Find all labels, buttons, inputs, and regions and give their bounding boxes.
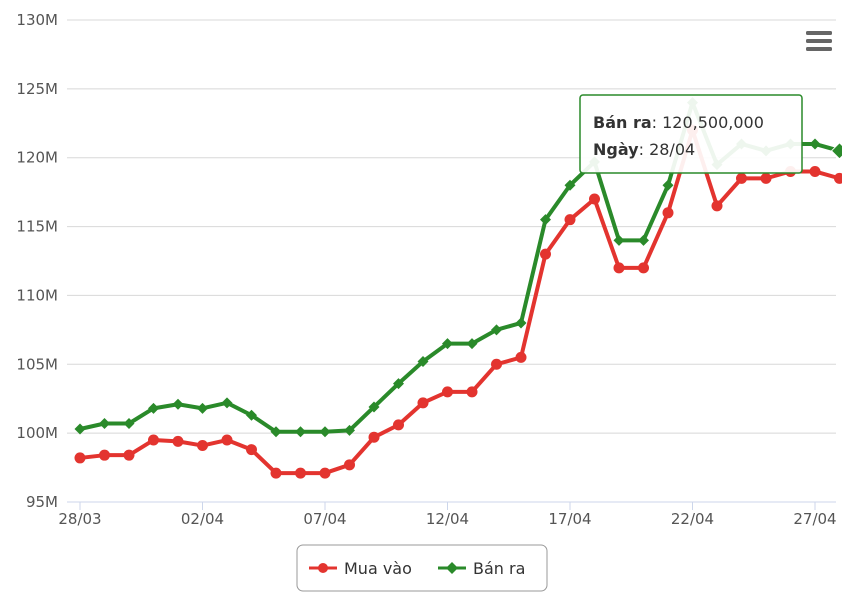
data-point-mua-vao (344, 459, 355, 471)
data-point-mua-vao (466, 386, 478, 398)
data-point-ban-ra (417, 356, 429, 368)
data-point-mua-vao (491, 358, 502, 370)
tooltip-colon: : (639, 140, 649, 159)
tooltip-date-label: Ngày (593, 140, 639, 159)
tooltip-date-value: 28/04 (649, 140, 695, 159)
data-point-ban-ra (270, 426, 282, 438)
y-tick-label: 105M (16, 355, 58, 373)
series-line-mua-vao (78, 128, 842, 476)
data-point-ban-ra (123, 418, 135, 430)
data-point-mua-vao (589, 193, 600, 205)
data-point-mua-vao (319, 467, 331, 479)
data-point-ban-ra (515, 317, 527, 329)
y-gridlines (67, 19, 836, 434)
data-point-mua-vao (736, 172, 747, 184)
data-point-ban-ra (442, 338, 453, 350)
legend-item-ban-ra[interactable]: Bán ra (438, 559, 525, 578)
data-point-mua-vao (172, 435, 184, 447)
data-point-mua-vao (368, 431, 380, 443)
data-point-ban-ra (246, 409, 257, 421)
legend: Mua vào Bán ra (296, 544, 548, 592)
data-point-ban-ra (99, 418, 110, 430)
tooltip-value: 120,500,000 (662, 113, 764, 132)
legend-box (296, 544, 548, 592)
data-point-mua-vao (540, 248, 551, 260)
tooltip-line-value: Bán ra: 120,500,000 (593, 113, 764, 132)
tooltip-colon: : (652, 113, 662, 132)
x-tick-label: 02/04 (181, 510, 224, 528)
y-tick-label: 115M (16, 218, 58, 236)
tooltip: Bán ra: 120,500,000 Ngày: 28/04 (579, 94, 803, 174)
data-point-ban-ra (148, 402, 159, 414)
data-point-mua-vao (662, 207, 674, 219)
tooltip-series-label: Bán ra (593, 113, 652, 132)
data-point-mua-vao (760, 172, 772, 184)
x-tick-label: 22/04 (671, 510, 714, 528)
y-tick-label: 130M (16, 11, 58, 29)
data-point-mua-vao (393, 419, 404, 431)
data-point-ban-ra (221, 397, 233, 409)
data-point-ban-ra (540, 214, 551, 226)
x-tick-label: 07/04 (303, 510, 346, 528)
data-point-ban-ra (491, 324, 502, 336)
data-point-mua-vao (417, 397, 429, 409)
data-point-mua-vao (442, 386, 453, 398)
data-point-ban-ra (368, 401, 380, 413)
series-mua-vao (74, 124, 842, 479)
tooltip-line-date: Ngày: 28/04 (593, 140, 695, 159)
data-point-ban-ra (393, 378, 404, 390)
data-point-mua-vao (123, 449, 135, 461)
data-point-ban-ra (830, 142, 842, 160)
data-point-mua-vao (638, 262, 649, 274)
x-tick-label: 27/04 (793, 510, 836, 528)
x-tick-label: 17/04 (548, 510, 591, 528)
y-tick-label: 125M (16, 80, 58, 98)
data-point-mua-vao (711, 200, 723, 212)
data-point-ban-ra (466, 338, 478, 350)
data-point-ban-ra (809, 138, 821, 150)
legend-marker-ban-ra (446, 562, 458, 574)
data-point-ban-ra (613, 234, 625, 246)
legend-label-mua-vao: Mua vào (344, 559, 412, 578)
legend-marker-mua-vao (318, 563, 328, 573)
data-point-mua-vao (809, 165, 821, 177)
data-point-mua-vao (564, 214, 576, 226)
data-point-mua-vao (515, 351, 527, 363)
data-point-mua-vao (834, 172, 842, 184)
x-tick-label: 28/03 (58, 510, 101, 528)
data-point-ban-ra (197, 402, 208, 414)
menu-bar (806, 31, 832, 35)
y-tick-label: 100M (16, 424, 58, 442)
data-point-ban-ra (662, 179, 674, 191)
data-point-mua-vao (197, 440, 208, 452)
data-point-mua-vao (99, 449, 110, 461)
data-point-ban-ra (295, 426, 306, 438)
data-point-ban-ra (344, 424, 355, 436)
tooltip-box (579, 94, 803, 174)
y-axis-tick-labels: 95M 100M 105M 110M 115M 120M 125M 130M (16, 11, 58, 511)
legend-label-ban-ra: Bán ra (473, 559, 525, 578)
data-point-mua-vao (74, 452, 86, 464)
menu-bar (806, 39, 832, 43)
y-tick-label: 95M (26, 493, 58, 511)
data-point-mua-vao (270, 467, 282, 479)
data-point-mua-vao (295, 467, 306, 479)
x-tick-label: 12/04 (426, 510, 469, 528)
data-point-ban-ra (172, 398, 184, 410)
x-axis-tick-labels: 28/03 02/04 07/04 12/04 17/04 22/04 27/04 (58, 502, 837, 528)
data-point-ban-ra (319, 426, 331, 438)
hamburger-menu-icon[interactable] (804, 28, 834, 54)
y-tick-label: 110M (16, 286, 58, 304)
data-point-ban-ra (638, 234, 649, 246)
data-point-ban-ra (564, 179, 576, 191)
menu-bar (806, 47, 832, 51)
legend-item-mua-vao[interactable]: Mua vào (309, 559, 412, 578)
y-tick-label: 120M (16, 149, 58, 167)
data-point-mua-vao (246, 444, 257, 456)
data-point-mua-vao (148, 434, 159, 446)
data-point-ban-ra (74, 423, 86, 435)
data-point-mua-vao (613, 262, 625, 274)
data-point-mua-vao (221, 434, 233, 446)
